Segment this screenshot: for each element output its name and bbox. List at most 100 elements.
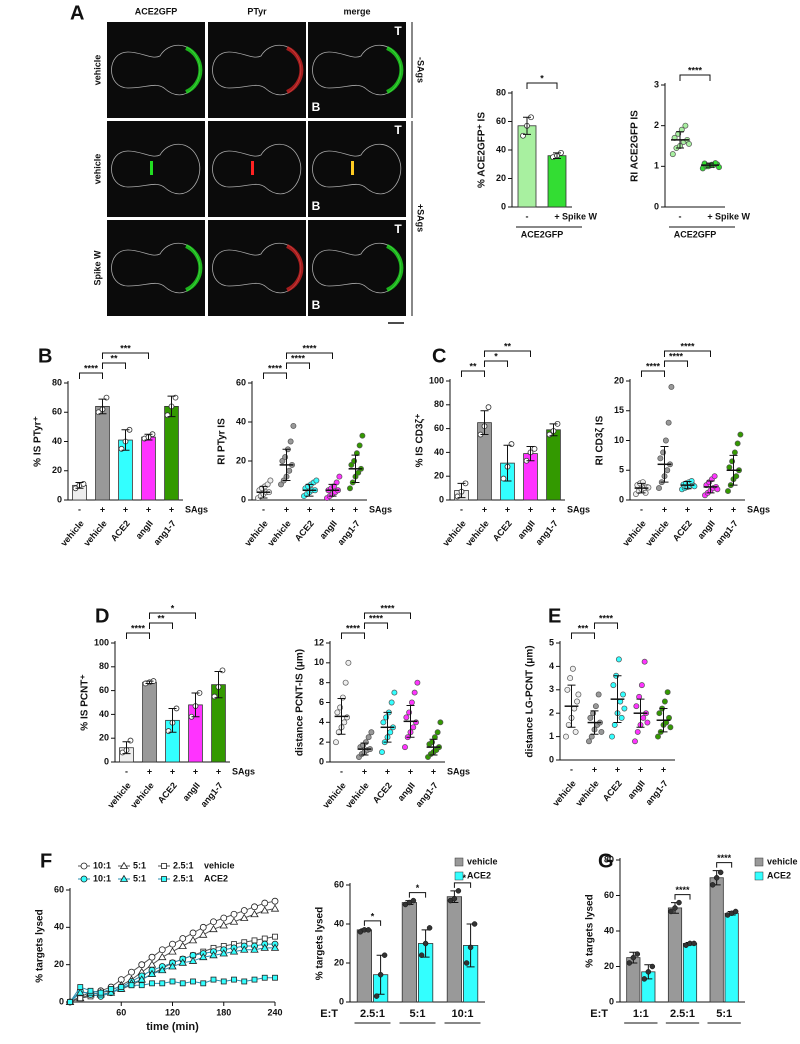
significance-bracket xyxy=(674,894,691,900)
marker xyxy=(251,976,258,983)
y-tick-label: 20 xyxy=(52,465,62,475)
marker xyxy=(158,965,167,974)
error-bar xyxy=(480,410,489,436)
data-point xyxy=(414,679,421,686)
y-tick-label: 80 xyxy=(604,854,614,864)
data-point xyxy=(610,682,617,689)
error-bar xyxy=(122,741,131,755)
y-axis-label: % ACE2GFP⁺ IS xyxy=(477,112,488,188)
bar xyxy=(95,405,110,501)
significance-bracket xyxy=(664,350,711,357)
bar xyxy=(401,902,418,1003)
y-tick-label: 80 xyxy=(434,399,444,409)
bar xyxy=(667,907,683,1003)
marker xyxy=(261,974,268,981)
data-point xyxy=(632,738,638,745)
bar xyxy=(547,155,567,208)
y-tick-label: 15 xyxy=(614,405,624,415)
marker xyxy=(76,988,85,996)
marker xyxy=(251,903,258,911)
marker xyxy=(158,952,167,961)
bar xyxy=(709,877,724,1003)
data-point xyxy=(734,440,741,447)
data-point xyxy=(290,422,297,429)
row-label: vehicle xyxy=(92,154,102,185)
significance-label: ** xyxy=(504,341,512,351)
x-tick-label: 240 xyxy=(267,1007,282,1017)
sags-label: SAgs xyxy=(232,766,255,776)
marker xyxy=(272,974,278,981)
y-tick-label: 40 xyxy=(434,447,444,457)
marker xyxy=(229,917,239,925)
marker xyxy=(199,930,208,938)
sags-mark: + xyxy=(431,766,436,776)
data-point xyxy=(587,714,594,721)
error-bar xyxy=(75,481,84,489)
data-point xyxy=(588,733,595,740)
bar xyxy=(142,681,157,763)
error-bar xyxy=(660,445,669,483)
data-point xyxy=(531,445,538,452)
x-prefix: E:T xyxy=(320,1008,338,1020)
significance-label: **** xyxy=(380,603,395,613)
data-point xyxy=(634,728,641,735)
data-point xyxy=(267,477,274,484)
data-point xyxy=(665,419,672,426)
x-tick-label: vehicle xyxy=(644,518,671,548)
x-tick-label: ang1-7 xyxy=(152,518,178,547)
significance-label: * xyxy=(540,73,544,83)
error-bar xyxy=(168,707,177,733)
x-tick-label: vehicle xyxy=(464,518,491,548)
data-point xyxy=(454,493,461,500)
significance-label: **** xyxy=(680,341,695,351)
data-point xyxy=(356,442,363,449)
x-tick-label: 60 xyxy=(116,1007,126,1017)
data-point xyxy=(709,882,716,888)
legend-label: 10:1 xyxy=(93,860,111,870)
micrograph xyxy=(208,220,306,316)
y-tick-label: 60 xyxy=(236,377,246,387)
data-point xyxy=(410,897,417,904)
x-tick-label: 180 xyxy=(216,1007,231,1017)
data-point xyxy=(676,899,682,906)
marker xyxy=(250,909,259,918)
data-point xyxy=(381,952,388,958)
data-point xyxy=(636,693,643,700)
data-point xyxy=(655,733,661,740)
significance-label: ** xyxy=(110,353,118,363)
y-tick-label: 60 xyxy=(52,407,62,417)
data-point xyxy=(411,689,418,696)
sags-mark: + xyxy=(661,764,666,774)
marker xyxy=(260,906,269,914)
data-point xyxy=(279,458,286,464)
data-point xyxy=(733,473,740,480)
error-bar xyxy=(523,116,531,135)
data-point xyxy=(437,719,444,726)
significance-bracket xyxy=(571,632,595,639)
y-tick-label: 3 xyxy=(654,79,659,89)
error-bar xyxy=(383,711,392,743)
data-point xyxy=(500,475,507,482)
data-point xyxy=(165,728,172,734)
panel-letter: A xyxy=(70,2,84,24)
data-point xyxy=(278,481,284,488)
significance-bracket xyxy=(79,372,103,379)
data-point xyxy=(431,734,438,741)
y-tick-label: 40 xyxy=(54,922,64,932)
marker xyxy=(169,940,176,948)
cell-outline xyxy=(111,143,201,195)
x-tick-label: vehicle xyxy=(129,780,156,810)
marker xyxy=(67,999,73,1005)
data-point xyxy=(713,875,720,881)
legend-label: 5:1 xyxy=(133,873,146,883)
marker xyxy=(118,984,125,990)
row-label: vehicle xyxy=(92,55,102,86)
legend-label: 10:1 xyxy=(93,873,111,883)
significance-bracket xyxy=(664,360,688,367)
signal xyxy=(150,161,153,175)
legend-label: ACE2 xyxy=(767,870,791,880)
marker xyxy=(200,980,207,987)
data-point xyxy=(313,477,320,484)
marker xyxy=(138,961,146,969)
